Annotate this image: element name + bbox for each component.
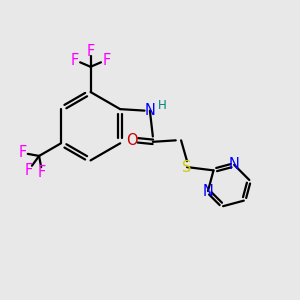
Text: O: O [126, 133, 137, 148]
Text: N: N [229, 157, 240, 172]
Text: S: S [182, 160, 192, 175]
Text: F: F [19, 146, 27, 160]
Text: F: F [71, 53, 79, 68]
Text: F: F [38, 165, 46, 180]
Text: F: F [103, 53, 111, 68]
Text: N: N [144, 103, 155, 118]
Text: H: H [158, 99, 167, 112]
Text: N: N [202, 184, 213, 199]
Text: F: F [86, 44, 95, 59]
Text: F: F [25, 163, 33, 178]
